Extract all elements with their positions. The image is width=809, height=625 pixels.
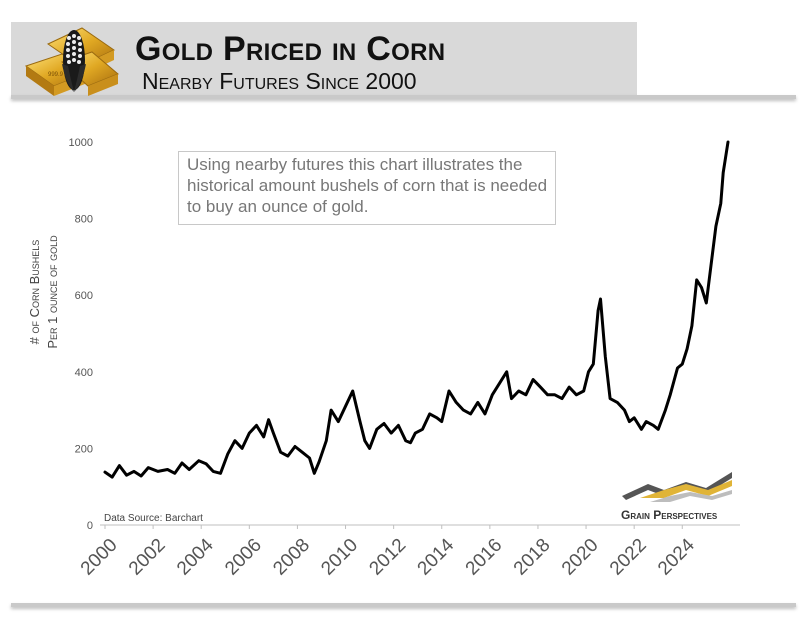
header-divider <box>11 95 796 99</box>
x-tick-label: 2002 <box>125 535 170 580</box>
gold-bars-with-corn-icon: 999.9 <box>24 27 119 96</box>
y-tick-label: 600 <box>75 290 93 302</box>
chart-annotation: Using nearby futures this chart illustra… <box>178 151 556 225</box>
x-tick-label: 2016 <box>462 535 507 580</box>
y-tick-label: 800 <box>75 214 93 226</box>
x-tick-label: 2024 <box>654 534 699 579</box>
x-tick-label: 2022 <box>606 535 651 580</box>
y-tick-label: 200 <box>75 443 93 455</box>
y-tick-label: 400 <box>75 367 93 379</box>
data-source: Data Source: Barchart <box>104 513 203 524</box>
y-tick-label: 1000 <box>69 137 93 149</box>
page-subtitle: Nearby Futures Since 2000 <box>142 68 417 94</box>
grain-perspectives-logo-icon <box>622 472 732 502</box>
footer-divider <box>11 603 796 607</box>
bar-stamp-text: 999.9 <box>48 72 64 78</box>
x-tick-label: 2012 <box>365 535 410 580</box>
x-tick-label: 2014 <box>414 534 459 579</box>
x-tick-label: 2020 <box>558 535 603 580</box>
y-tick-label: 0 <box>87 520 93 532</box>
x-tick-label: 2004 <box>173 534 218 579</box>
x-tick-label: 2006 <box>221 535 266 580</box>
x-tick-label: 2010 <box>317 535 362 580</box>
brand-name: Grain Perspectives <box>621 508 718 522</box>
y-axis-label-line-1: # of Corn Bushels <box>27 239 42 345</box>
series-line-gold-in-corn <box>103 140 730 479</box>
y-axis-label-line-2: Per 1 ounce of gold <box>45 235 60 349</box>
page-title: Gold Priced in Corn <box>135 30 446 68</box>
x-tick-label: 2008 <box>269 535 314 580</box>
x-tick-label: 2000 <box>77 535 122 580</box>
x-tick-label: 2018 <box>510 535 555 580</box>
